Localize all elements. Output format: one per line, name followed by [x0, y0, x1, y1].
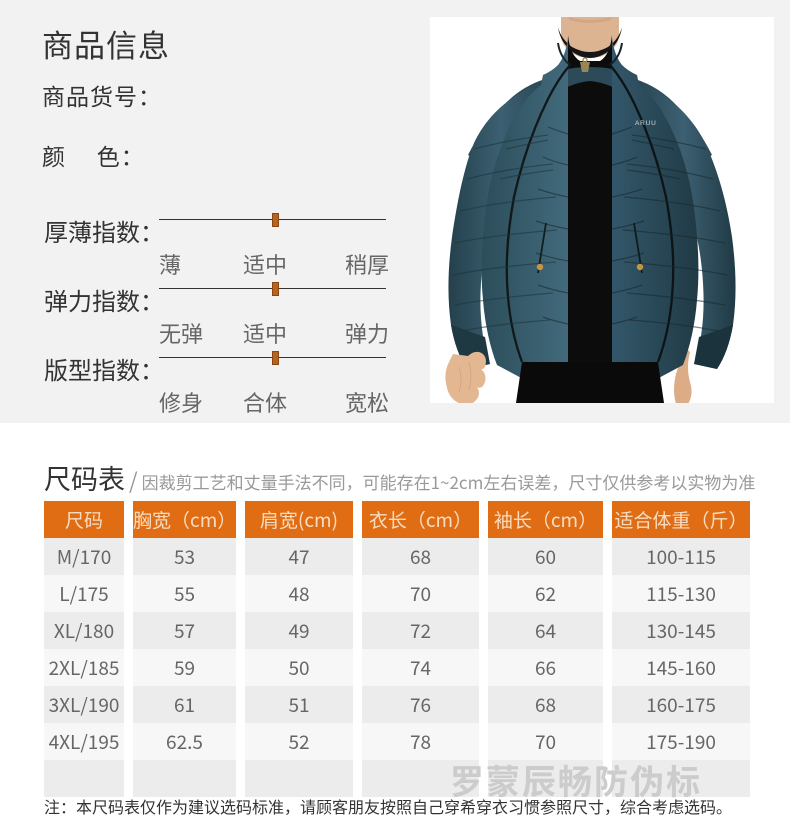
svg-text:ARUU: ARUU: [635, 120, 657, 127]
